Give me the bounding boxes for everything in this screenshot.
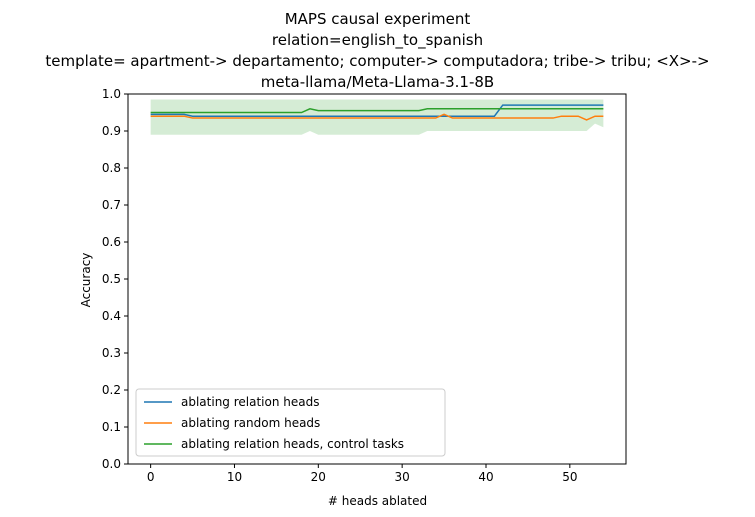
y-tick-label: 0.1 [102, 420, 121, 434]
title-line-3: template= apartment-> departamento; comp… [45, 52, 709, 70]
series-line-1 [150, 104, 604, 117]
x-axis-ticks: 0 10 20 30 40 50 [147, 464, 577, 484]
y-tick-label: 0.2 [102, 383, 121, 397]
y-axis-label: Accuracy [79, 253, 93, 308]
y-tick-label: 0.7 [102, 198, 121, 212]
title-line-4: meta-llama/Meta-Llama-3.1-8B [261, 73, 494, 91]
x-tick-label: 50 [562, 470, 577, 484]
series-lines [150, 104, 604, 121]
legend-label-3: ablating relation heads, control tasks [181, 437, 404, 451]
x-tick-label: 40 [478, 470, 493, 484]
y-tick-label: 0.3 [102, 346, 121, 360]
legend-label-2: ablating random heads [181, 416, 320, 430]
y-tick-label: 0.8 [102, 161, 121, 175]
series-line-3 [150, 108, 604, 114]
x-tick-label: 30 [395, 470, 410, 484]
y-tick-label: 0.9 [102, 124, 121, 138]
y-tick-label: 0.6 [102, 235, 121, 249]
y-tick-label: 0.5 [102, 272, 121, 286]
chart-title: MAPS causal experiment relation=english_… [45, 10, 709, 91]
legend-label-1: ablating relation heads [181, 395, 320, 409]
y-tick-label: 1.0 [102, 87, 121, 101]
x-axis-label: # heads ablated [328, 494, 427, 508]
y-axis-ticks: 0.0 0.1 0.2 0.3 0.4 0.5 0.6 0.7 0.8 0.9 1.0 [102, 87, 128, 471]
legend-box [135, 388, 446, 457]
legend: ablating relation heads ablating random h… [135, 388, 446, 457]
plot-area [127, 93, 627, 465]
series-line-2 [150, 113, 604, 121]
x-tick-label: 0 [147, 470, 155, 484]
y-tick-label: 0.0 [102, 457, 121, 471]
x-tick-label: 20 [311, 470, 326, 484]
title-line-1: MAPS causal experiment [285, 10, 471, 28]
y-tick-label: 0.4 [102, 309, 121, 323]
x-tick-label: 10 [227, 470, 242, 484]
title-line-2: relation=english_to_spanish [272, 31, 483, 50]
